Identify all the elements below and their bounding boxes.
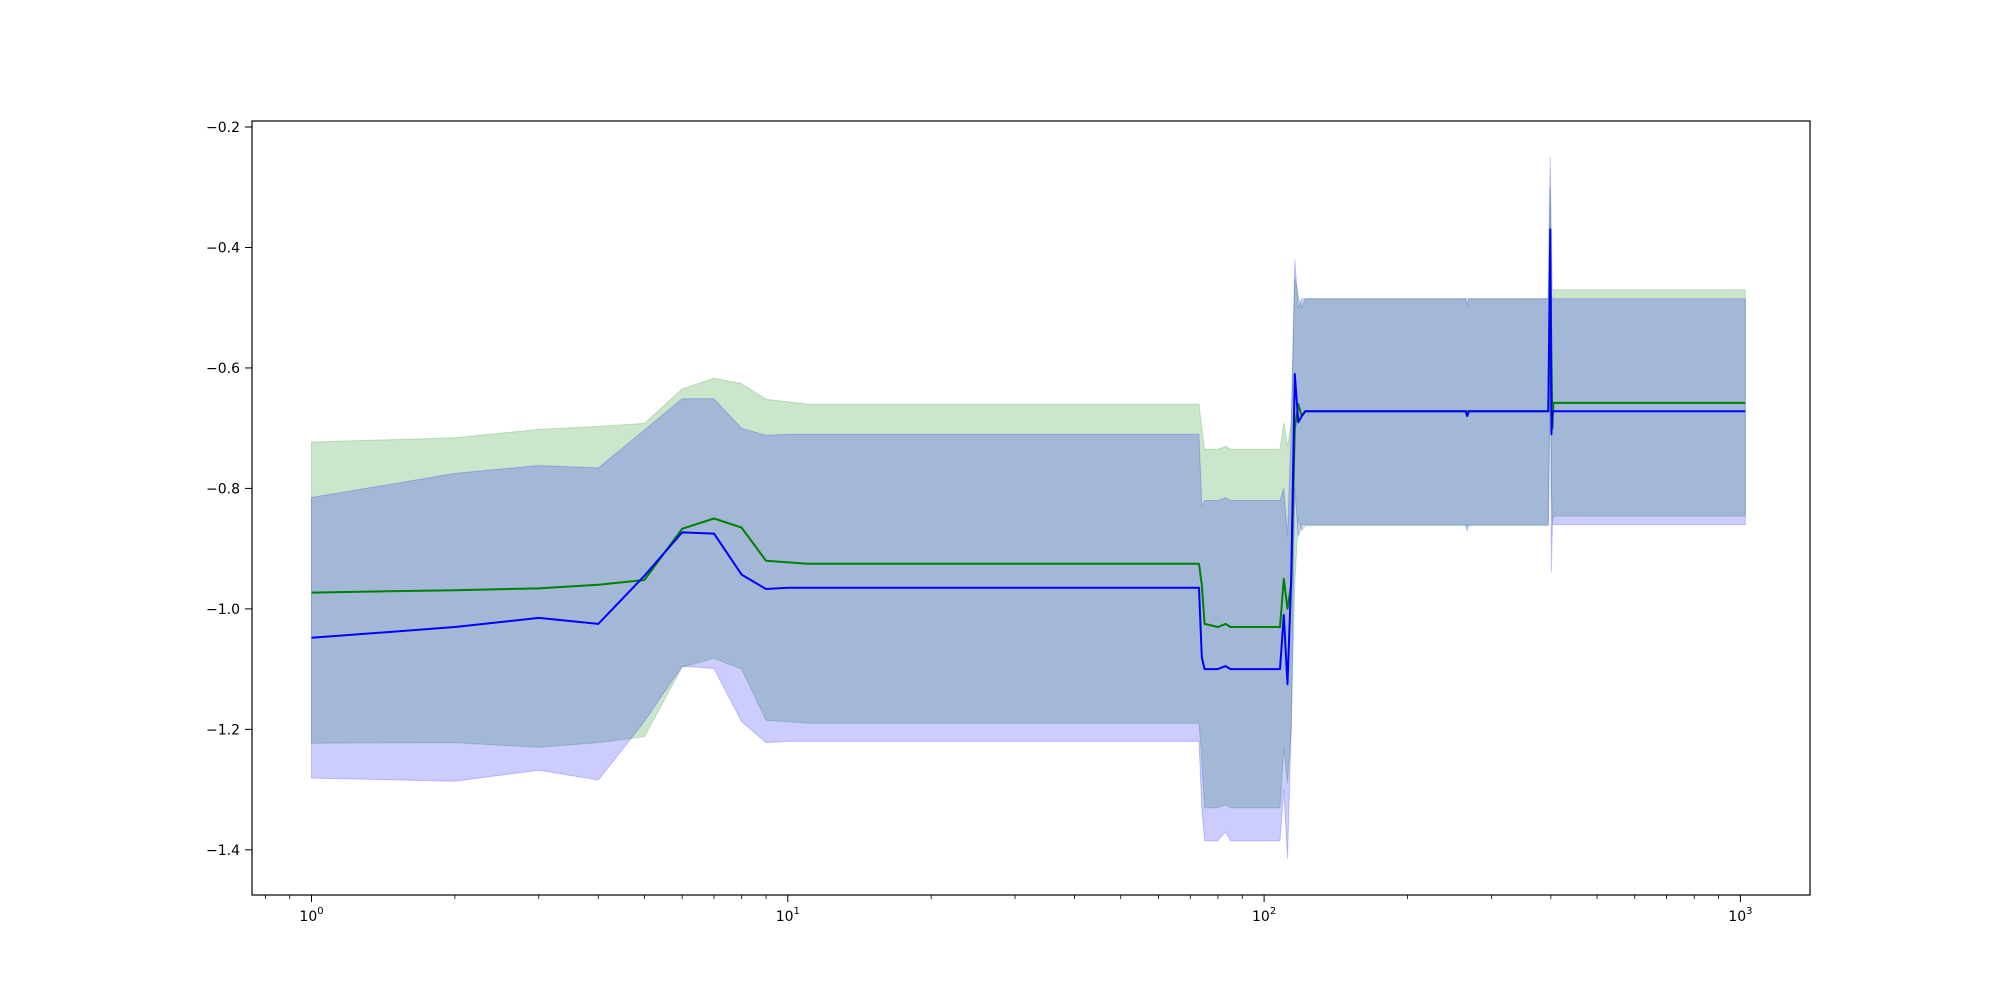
y-tick-label: −0.2: [206, 120, 240, 136]
y-tick-label: −0.4: [206, 240, 240, 256]
y-tick-label: −1.2: [206, 722, 240, 738]
x-tick-label: 103: [1728, 906, 1752, 925]
y-tick-label: −1.4: [206, 843, 240, 859]
y-axis: −1.4 −1.2 −1.0 −0.8 −0.6 −0.4 −0.2: [206, 120, 252, 859]
confidence-bands: [311, 157, 1746, 859]
plot-frame: [251, 120, 1811, 896]
x-axis: 100 101 102 103: [264, 895, 1753, 925]
y-tick-label: −0.8: [206, 481, 240, 497]
x-tick-label: 102: [1252, 906, 1276, 925]
series-2-band: [311, 157, 1746, 859]
y-tick-label: −0.6: [206, 361, 240, 377]
series-1-band: [311, 187, 1746, 809]
y-tick-label: −1.0: [206, 602, 240, 618]
series-lines: [311, 228, 1746, 686]
series-2-line: [311, 228, 1746, 686]
x-tick-label: 101: [776, 906, 800, 925]
x-tick-label: 100: [299, 906, 323, 925]
